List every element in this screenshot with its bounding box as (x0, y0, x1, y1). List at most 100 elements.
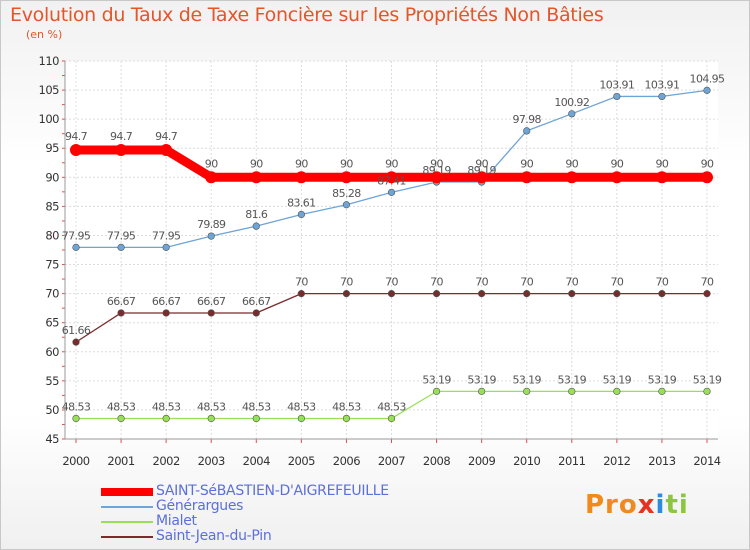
proxiti-logo: Proxiti (585, 490, 689, 520)
y-tick-label: 45 (45, 432, 59, 446)
data-label: 48.53 (377, 400, 406, 413)
data-label: 70 (610, 276, 623, 289)
data-point (568, 290, 576, 298)
data-label: 90 (250, 157, 263, 170)
data-label: 89.19 (422, 164, 451, 177)
data-label: 90 (701, 157, 714, 170)
data-point (115, 143, 128, 156)
data-label: 48.53 (242, 400, 271, 413)
data-label: 90 (520, 157, 533, 170)
logo-part-pro: Pro (585, 490, 638, 520)
data-label: 53.19 (648, 373, 677, 386)
data-label: 90 (205, 157, 218, 170)
data-label: 90 (475, 157, 488, 170)
data-label: 48.53 (287, 400, 316, 413)
data-label: 90 (385, 157, 398, 170)
logo-part-i: i (655, 490, 666, 520)
data-point (342, 414, 351, 423)
data-point (117, 414, 125, 423)
data-point (658, 387, 666, 395)
data-point (432, 290, 441, 298)
data-point (658, 290, 666, 298)
data-label: 70 (701, 276, 714, 289)
data-label: 87.41 (377, 174, 406, 187)
data-label: 100.92 (554, 96, 589, 109)
y-tick-label: 85 (45, 199, 59, 213)
data-point (387, 414, 396, 423)
x-tick-label: 2014 (693, 454, 720, 468)
series-layer (70, 86, 713, 423)
data-label: 90 (430, 157, 443, 170)
x-tick-label: 2005 (288, 454, 315, 468)
data-point (703, 387, 711, 395)
legend-swatch (101, 488, 153, 496)
data-point (613, 92, 621, 101)
data-point (72, 414, 80, 423)
data-point (703, 290, 711, 298)
data-label: 94.7 (155, 130, 178, 143)
data-point (297, 290, 305, 298)
data-point (72, 243, 80, 251)
data-label: 70 (656, 276, 669, 289)
data-point (340, 171, 353, 184)
data-point (387, 290, 396, 298)
data-label: 90 (295, 157, 308, 170)
data-label: 77.95 (107, 229, 136, 242)
data-point (297, 210, 305, 219)
data-label: 89.19 (467, 164, 496, 177)
data-label: 103.91 (599, 78, 634, 91)
legend-label: SAINT-SéBASTIEN-D'AIGREFEUILLE (156, 483, 389, 499)
data-point (297, 414, 305, 423)
data-label: 61.66 (62, 324, 91, 337)
data-point (252, 309, 260, 317)
data-label: 70 (430, 276, 443, 289)
x-tick-label: 2000 (62, 454, 89, 468)
data-label: 53.19 (558, 373, 587, 386)
data-label: 53.19 (467, 373, 496, 386)
data-label: 48.53 (62, 400, 91, 413)
data-label: 66.67 (242, 295, 271, 308)
data-label: 90 (610, 157, 623, 170)
data-label: 81.6 (245, 208, 268, 221)
chart-axes: 45 50 55 60 65 70 75 80 85 90 95 100 105 110 2000 2001 2… (39, 54, 722, 468)
data-label: 70 (475, 276, 488, 289)
data-point (703, 86, 711, 94)
data-point (701, 171, 713, 184)
data-point (565, 171, 578, 184)
data-label: 90 (565, 157, 578, 170)
data-point (342, 290, 351, 298)
y-tick-label: 60 (45, 345, 59, 359)
data-label: 53.19 (693, 373, 722, 386)
x-tick-label: 2007 (378, 454, 405, 468)
data-label: 48.53 (197, 400, 226, 413)
data-label: 70 (340, 276, 353, 289)
y-tick-label: 65 (45, 316, 59, 330)
legend-swatch (101, 506, 153, 508)
y-tick-label: 75 (45, 258, 59, 272)
data-point (162, 414, 170, 423)
data-point (523, 290, 531, 298)
x-tick-label: 2009 (468, 454, 495, 468)
legend-label: Générargues (156, 498, 244, 514)
data-labels-layer: 94.7 94.7 94.7 90 90 90 90 90 90 90 90 90 90 90 90 77.9… (62, 72, 726, 413)
data-label: 94.7 (65, 130, 88, 143)
data-point (117, 243, 125, 251)
data-point (478, 290, 486, 298)
data-label: 70 (520, 276, 533, 289)
x-tick-label: 2008 (423, 454, 450, 468)
data-label: 53.19 (512, 373, 541, 386)
data-label: 103.91 (644, 78, 679, 91)
data-label: 48.53 (152, 400, 181, 413)
data-label: 97.98 (512, 113, 541, 126)
data-label: 90 (340, 157, 353, 170)
data-point (430, 171, 443, 184)
legend-swatch (101, 521, 153, 523)
chart-grid (65, 60, 718, 440)
x-tick-label: 2001 (107, 454, 134, 468)
data-point (117, 309, 125, 317)
y-tick-label: 90 (45, 170, 59, 184)
data-point (475, 171, 488, 184)
y-tick-label: 80 (45, 228, 59, 242)
